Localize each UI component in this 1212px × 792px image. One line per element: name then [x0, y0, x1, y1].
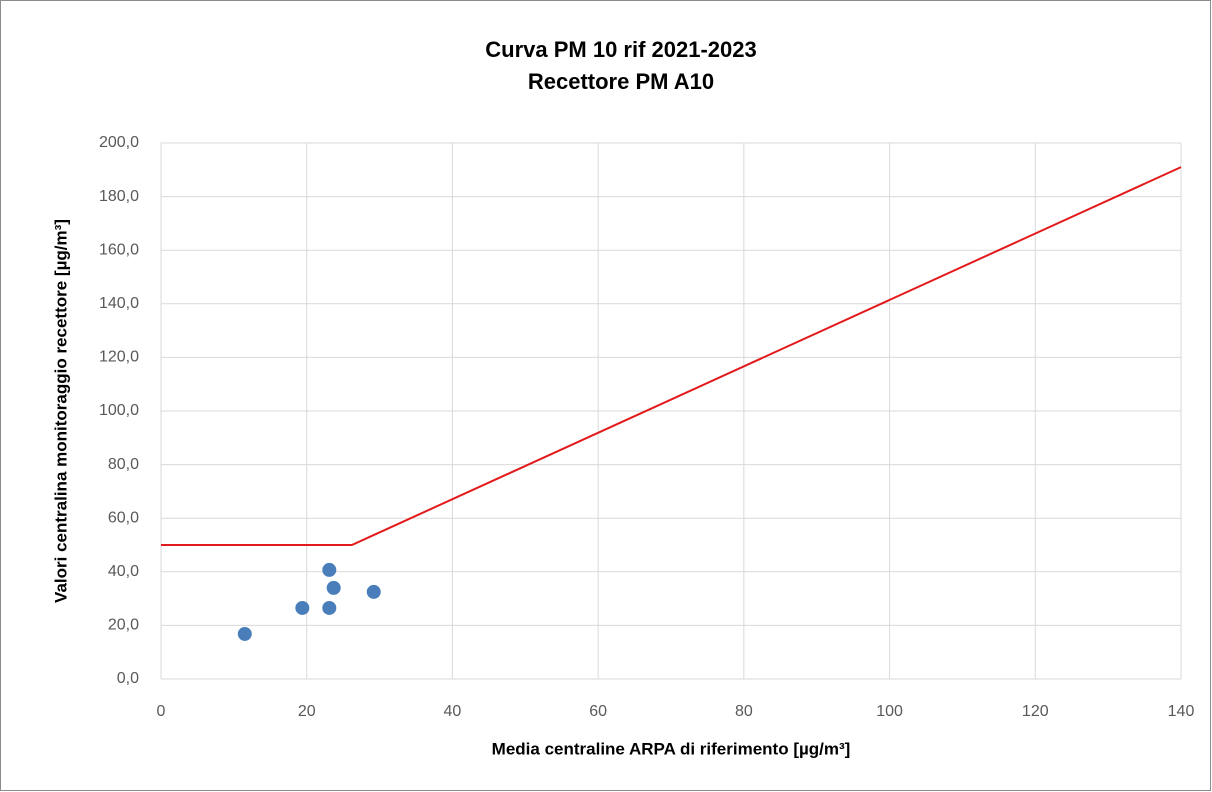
x-tick-label: 40	[444, 703, 462, 720]
y-tick-label: 40,0	[108, 563, 139, 580]
x-tick-label: 140	[1168, 703, 1195, 720]
y-tick-label: 160,0	[99, 241, 139, 258]
y-tick-label: 100,0	[99, 402, 139, 419]
line-series	[161, 166, 1182, 546]
x-tick-label: 80	[735, 703, 753, 720]
y-tick-label: 180,0	[99, 188, 139, 205]
x-axis-label: Media centraline ARPA di riferimento [µg…	[492, 739, 851, 758]
scatter-point	[237, 626, 252, 641]
y-tick-label: 60,0	[108, 509, 139, 526]
chart-title: Curva PM 10 rif 2021-2023	[485, 37, 757, 62]
scatter-point	[326, 580, 341, 595]
x-tick-label: 20	[298, 703, 316, 720]
x-tick-label: 60	[589, 703, 607, 720]
x-tick-label: 0	[157, 703, 166, 720]
x-tick-label: 120	[1022, 703, 1049, 720]
x-tick-label: 100	[876, 703, 903, 720]
y-tick-label: 20,0	[108, 617, 139, 634]
scatter-point	[295, 600, 310, 615]
y-tick-label: 200,0	[99, 134, 139, 151]
y-axis-label: Valori centralina monitoraggio recettore…	[51, 219, 70, 603]
y-tick-label: 140,0	[99, 295, 139, 312]
y-tick-label: 120,0	[99, 349, 139, 366]
scatter-point	[322, 562, 337, 577]
chart-subtitle: Recettore PM A10	[528, 69, 714, 94]
y-tick-label: 80,0	[108, 456, 139, 473]
scatter-point	[322, 600, 337, 615]
y-tick-label: 0,0	[117, 670, 139, 687]
scatter-point	[366, 584, 381, 599]
